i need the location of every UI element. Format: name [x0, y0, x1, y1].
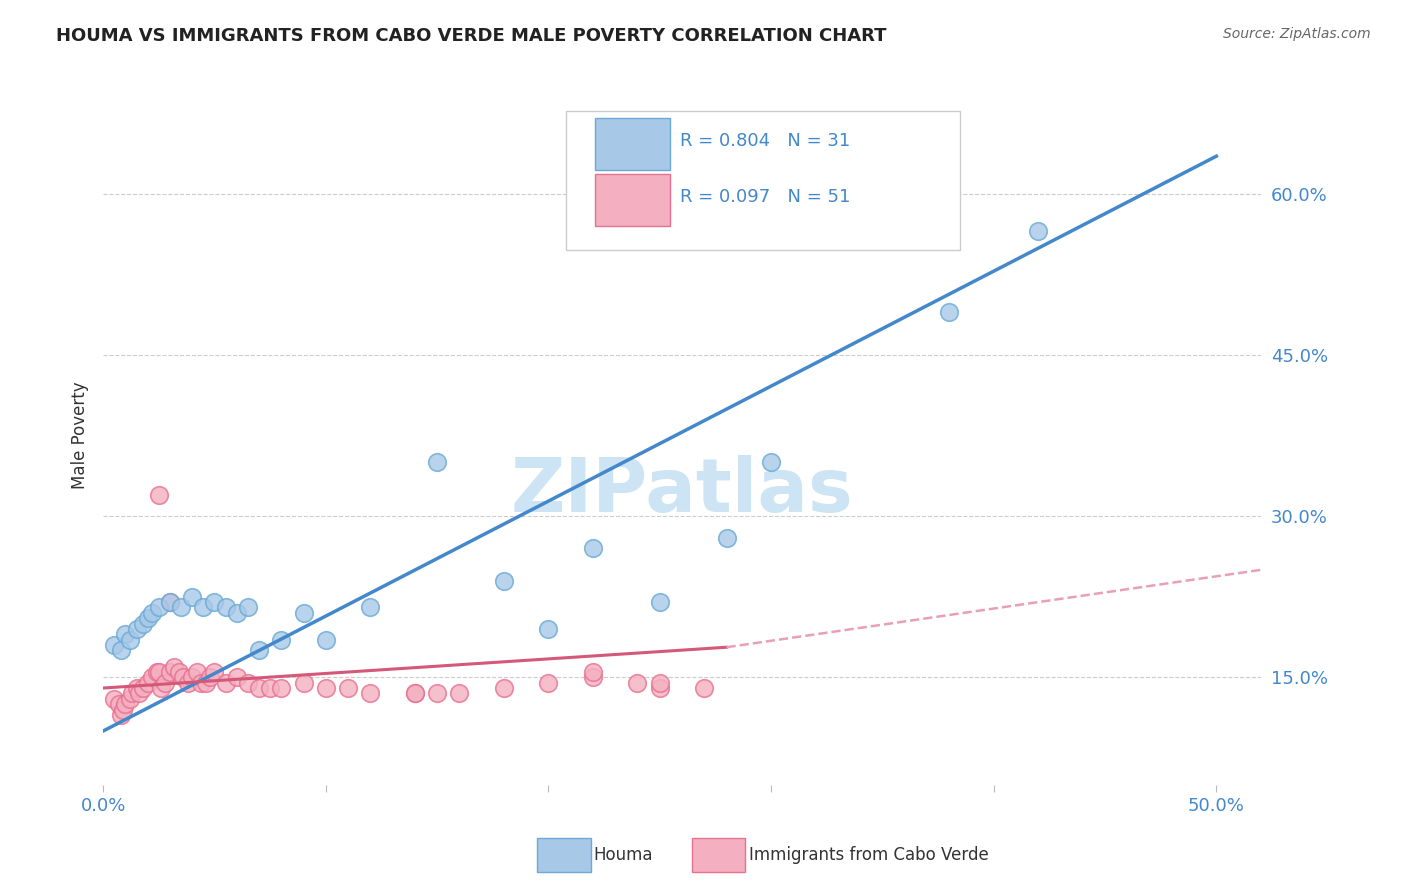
Point	[449, 686, 471, 700]
Point	[693, 681, 716, 695]
Point	[125, 681, 148, 695]
Point	[159, 665, 181, 679]
Point	[247, 643, 270, 657]
Point	[337, 681, 360, 695]
Point	[938, 305, 960, 319]
Point	[148, 665, 170, 679]
Point	[132, 681, 155, 695]
Point	[648, 675, 671, 690]
Text: R = 0.097   N = 51: R = 0.097 N = 51	[679, 187, 851, 206]
Point	[648, 681, 671, 695]
Point	[136, 611, 159, 625]
Point	[247, 681, 270, 695]
Point	[148, 600, 170, 615]
Point	[159, 595, 181, 609]
Text: HOUMA VS IMMIGRANTS FROM CABO VERDE MALE POVERTY CORRELATION CHART: HOUMA VS IMMIGRANTS FROM CABO VERDE MALE…	[56, 27, 887, 45]
Point	[359, 600, 381, 615]
Point	[270, 632, 292, 647]
Point	[148, 488, 170, 502]
Point	[159, 595, 181, 609]
Point	[236, 600, 259, 615]
Point	[492, 574, 515, 588]
Point	[582, 665, 605, 679]
Point	[492, 681, 515, 695]
Point	[236, 675, 259, 690]
Point	[359, 686, 381, 700]
Point	[128, 686, 150, 700]
Point	[537, 622, 560, 636]
Point	[214, 675, 236, 690]
Point	[259, 681, 281, 695]
Point	[1026, 224, 1049, 238]
Point	[114, 627, 136, 641]
Point	[426, 455, 449, 469]
Point	[172, 670, 194, 684]
Point	[270, 681, 292, 695]
Point	[103, 691, 125, 706]
Point	[118, 691, 141, 706]
Point	[404, 686, 426, 700]
Point	[132, 616, 155, 631]
Point	[537, 675, 560, 690]
Point	[759, 455, 782, 469]
Point	[190, 675, 212, 690]
Point	[292, 606, 315, 620]
Point	[163, 659, 186, 673]
Point	[114, 697, 136, 711]
Point	[112, 702, 135, 716]
Point	[186, 665, 208, 679]
Point	[155, 675, 177, 690]
Point	[225, 606, 247, 620]
Point	[107, 697, 129, 711]
Point	[626, 675, 648, 690]
Point	[194, 675, 217, 690]
Point	[404, 686, 426, 700]
Point	[582, 670, 605, 684]
Point	[145, 665, 167, 679]
Point	[214, 600, 236, 615]
Point	[170, 600, 193, 615]
Text: Houma: Houma	[593, 847, 652, 864]
Point	[648, 595, 671, 609]
Point	[198, 670, 221, 684]
Point	[716, 531, 738, 545]
Point	[315, 632, 337, 647]
Point	[136, 675, 159, 690]
Point	[167, 665, 190, 679]
Point	[110, 643, 132, 657]
Text: Immigrants from Cabo Verde: Immigrants from Cabo Verde	[749, 847, 990, 864]
Point	[582, 541, 605, 556]
Point	[103, 638, 125, 652]
Point	[204, 595, 226, 609]
Point	[315, 681, 337, 695]
Point	[121, 686, 143, 700]
FancyBboxPatch shape	[567, 111, 960, 251]
Point	[193, 600, 215, 615]
Point	[141, 606, 163, 620]
FancyBboxPatch shape	[595, 118, 671, 170]
Point	[225, 670, 247, 684]
Point	[110, 707, 132, 722]
Text: Source: ZipAtlas.com: Source: ZipAtlas.com	[1223, 27, 1371, 41]
Text: R = 0.804   N = 31: R = 0.804 N = 31	[679, 132, 851, 150]
Point	[181, 670, 204, 684]
Point	[292, 675, 315, 690]
Point	[181, 590, 204, 604]
Point	[177, 675, 200, 690]
Y-axis label: Male Poverty: Male Poverty	[72, 382, 89, 490]
Point	[150, 681, 173, 695]
Point	[141, 670, 163, 684]
Text: ZIPatlas: ZIPatlas	[510, 455, 853, 528]
Point	[204, 665, 226, 679]
Point	[118, 632, 141, 647]
FancyBboxPatch shape	[595, 174, 671, 226]
Point	[125, 622, 148, 636]
Point	[426, 686, 449, 700]
